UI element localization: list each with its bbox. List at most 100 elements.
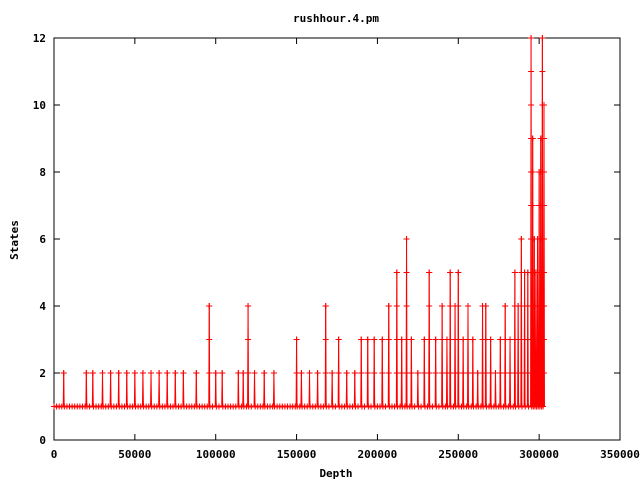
x-tick-label: 350000 (600, 448, 640, 461)
data-point-marker (528, 35, 535, 41)
data-point-marker (343, 370, 350, 376)
data-point-marker (89, 370, 96, 376)
data-point-marker (432, 370, 439, 376)
y-tick-label: 2 (39, 367, 46, 380)
data-point-marker (245, 370, 252, 376)
data-point-marker (439, 303, 446, 309)
y-axis-label: States (8, 220, 21, 260)
data-point-marker (293, 336, 300, 343)
y-tick-label: 0 (39, 434, 46, 447)
data-point-marker (393, 269, 400, 276)
data-point-marker (322, 303, 329, 309)
data-point-marker (212, 370, 219, 376)
data-point-marker (528, 102, 535, 108)
y-tick-label: 4 (39, 300, 46, 313)
data-point-marker (107, 370, 114, 376)
data-point-marker (455, 269, 462, 276)
data-point-marker (131, 370, 138, 376)
x-tick-label: 300000 (519, 448, 559, 461)
data-point-marker (371, 336, 378, 343)
data-point-marker (306, 370, 313, 376)
data-point-marker (540, 336, 547, 343)
data-point-marker (322, 370, 329, 376)
x-tick-label: 250000 (438, 448, 478, 461)
data-point-marker (502, 303, 509, 309)
data-point-marker (529, 135, 536, 142)
data-point-marker (447, 269, 454, 276)
data-point-marker (539, 35, 546, 41)
data-point-marker (455, 303, 462, 309)
data-point-marker (540, 269, 547, 276)
x-axis-label: Depth (319, 467, 352, 480)
series-line (54, 37, 545, 407)
data-point-marker (156, 370, 163, 376)
data-point-marker (469, 336, 476, 343)
chart-title: rushhour.4.pm (293, 12, 379, 25)
x-tick-label: 50000 (118, 448, 151, 461)
data-point-marker (393, 303, 400, 309)
data-point-marker (148, 370, 155, 376)
data-point-marker (540, 370, 547, 376)
data-point-marker (385, 370, 392, 376)
data-point-marker (379, 370, 386, 376)
data-point-marker (364, 370, 371, 376)
data-point-marker (426, 336, 433, 343)
data-point-marker (540, 403, 547, 410)
data-point-marker (245, 303, 252, 309)
data-point-marker (139, 370, 146, 376)
data-point-marker (464, 303, 471, 309)
data-point-marker (511, 269, 518, 276)
data-point-marker (329, 370, 336, 376)
data-point-marker (426, 303, 433, 309)
data-point-marker (540, 135, 547, 142)
data-point-marker (251, 370, 258, 376)
data-point-marker (364, 336, 371, 343)
data-point-marker (529, 169, 536, 175)
data-point-marker (219, 370, 226, 376)
data-point-marker (358, 336, 365, 343)
data-point-marker (403, 269, 410, 276)
data-point-marker (540, 303, 547, 309)
data-point-marker (270, 370, 277, 376)
data-point-marker (206, 303, 213, 309)
y-tick-label: 12 (33, 32, 46, 45)
data-point-marker (298, 370, 305, 376)
data-point-marker (322, 336, 329, 343)
y-tick-label: 10 (33, 99, 46, 112)
data-point-marker (403, 236, 410, 242)
data-point-marker (426, 370, 433, 376)
data-point-marker (426, 269, 433, 276)
data-point-marker (193, 370, 200, 376)
data-point-marker (164, 370, 171, 376)
data-series (51, 35, 547, 410)
data-point-marker (379, 336, 386, 343)
x-tick-label: 0 (51, 448, 58, 461)
data-point-marker (335, 336, 342, 343)
data-point-marker (172, 370, 179, 376)
data-point-marker (539, 68, 546, 75)
data-point-marker (245, 336, 252, 343)
y-tick-label: 6 (39, 233, 46, 246)
data-point-marker (385, 336, 392, 343)
data-point-marker (540, 202, 547, 209)
data-point-marker (358, 370, 365, 376)
data-point-marker (99, 370, 106, 376)
x-tick-label: 100000 (196, 448, 236, 461)
data-point-marker (408, 336, 415, 343)
data-point-marker (528, 68, 535, 75)
data-point-marker (115, 370, 122, 376)
data-point-marker (529, 202, 536, 209)
data-point-marker (487, 336, 494, 343)
y-tick-label: 8 (39, 166, 46, 179)
data-point-marker (414, 370, 421, 376)
data-point-marker (335, 370, 342, 376)
data-point-marker (403, 303, 410, 309)
axes: 0 50000 100000 150000 200000 250000 300000 3500… (33, 32, 640, 461)
data-point-marker (482, 303, 489, 309)
x-tick-label: 200000 (358, 448, 398, 461)
x-tick-label: 150000 (277, 448, 317, 461)
data-point-marker (432, 336, 439, 343)
data-point-marker (60, 370, 67, 376)
data-point-marker (408, 370, 415, 376)
data-point-marker (180, 370, 187, 376)
